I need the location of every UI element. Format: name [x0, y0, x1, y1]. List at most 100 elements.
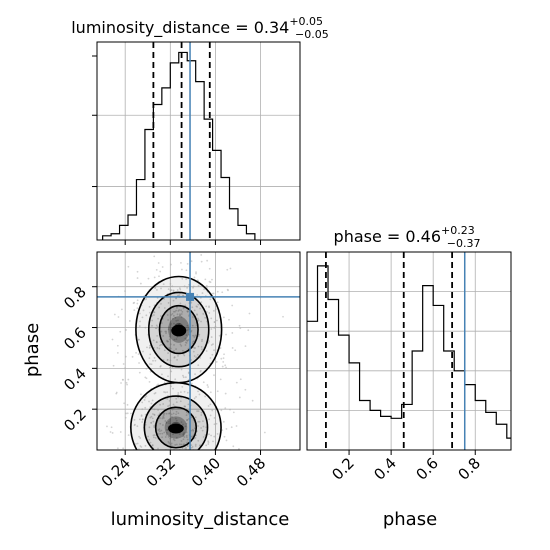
phase-xtick-label-3: 0.8 — [454, 454, 484, 484]
sample-point — [193, 355, 196, 357]
sample-point — [202, 381, 205, 384]
sample-point — [177, 310, 180, 312]
sample-point — [170, 413, 173, 416]
sample-point — [176, 450, 178, 452]
sample-point — [187, 403, 190, 406]
sample-point — [208, 433, 210, 436]
contour-1-2 — [154, 406, 198, 449]
sample-point — [158, 275, 160, 278]
sample-point — [122, 363, 125, 365]
sample-point — [216, 319, 218, 322]
ld-histogram — [102, 51, 256, 240]
phase-ytick-label-2: 0.6 — [60, 324, 90, 354]
sample-point — [199, 356, 202, 359]
x-axis-label-luminosity-distance: luminosity_distance — [111, 509, 290, 530]
sample-point — [239, 378, 242, 381]
sample-point — [166, 397, 169, 400]
sample-point — [174, 443, 177, 446]
sample-point — [122, 379, 124, 381]
sample-point — [145, 377, 148, 380]
sample-point — [191, 324, 194, 327]
sample-point — [193, 489, 195, 491]
sample-point — [200, 346, 203, 348]
sample-point — [216, 433, 219, 435]
sample-point — [163, 298, 166, 300]
sample-point — [197, 317, 199, 320]
sample-point — [196, 313, 199, 316]
sample-point — [186, 468, 188, 470]
sample-point — [197, 303, 200, 306]
sample-point — [198, 393, 201, 396]
sample-point — [210, 317, 213, 320]
sample-point — [214, 308, 217, 311]
contour-0-2 — [158, 304, 199, 355]
sample-point — [200, 414, 203, 416]
sample-point — [169, 289, 172, 292]
phase-xtick-label-2: 0.6 — [412, 454, 442, 484]
sample-point — [181, 349, 184, 352]
sample-point — [112, 364, 115, 367]
sample-point — [201, 348, 203, 351]
sample-point — [182, 438, 185, 441]
sample-point — [141, 401, 144, 404]
sample-point — [185, 422, 188, 425]
sample-point — [186, 418, 189, 421]
sample-point — [168, 399, 171, 402]
sample-point — [117, 316, 120, 318]
sample-point — [136, 277, 139, 279]
sample-point — [152, 413, 154, 415]
sample-point — [197, 410, 200, 413]
sample-point — [183, 285, 186, 288]
sample-point — [213, 417, 216, 419]
sample-point — [208, 340, 210, 343]
sample-point — [178, 433, 181, 435]
sample-point — [239, 327, 242, 330]
sample-point — [172, 314, 175, 317]
sample-point — [159, 422, 162, 425]
sample-point — [238, 396, 241, 399]
sample-point — [156, 289, 158, 291]
sample-point — [158, 430, 161, 433]
sample-point — [143, 399, 146, 401]
sample-point — [192, 334, 195, 337]
sample-point — [161, 417, 164, 420]
sample-point — [148, 426, 151, 429]
sample-point — [200, 411, 203, 414]
sample-point — [154, 436, 157, 439]
sample-point — [160, 287, 162, 290]
sample-point — [220, 357, 223, 360]
sample-point — [193, 452, 195, 454]
sample-point — [185, 467, 187, 469]
sample-point — [247, 329, 250, 332]
sample-point — [168, 326, 170, 329]
sample-point — [154, 287, 157, 290]
sample-point — [223, 435, 226, 438]
sample-point — [159, 403, 162, 406]
sample-point — [199, 307, 202, 310]
sample-point — [175, 338, 178, 340]
sample-point — [120, 382, 122, 384]
sample-point — [169, 419, 172, 421]
sample-point — [185, 414, 188, 417]
sample-point — [151, 417, 154, 420]
sample-point — [155, 341, 158, 344]
sample-point — [135, 351, 138, 354]
luminosity-distance-title: luminosity_distance = 0.34+0.05 −0.05 — [71, 15, 329, 41]
sample-point — [196, 353, 199, 356]
sample-point — [138, 418, 141, 421]
sample-point — [202, 436, 205, 438]
sample-point — [202, 420, 204, 423]
sample-point — [149, 363, 151, 365]
sample-point — [177, 392, 180, 394]
truth-marker — [186, 292, 195, 301]
sample-point — [218, 334, 221, 337]
sample-point — [171, 285, 174, 288]
sample-point — [138, 338, 140, 341]
sample-point — [231, 304, 234, 307]
sample-point — [180, 440, 183, 442]
sample-point — [186, 262, 189, 265]
sample-point — [204, 316, 207, 319]
sample-point — [145, 367, 148, 370]
density-level-1-1 — [144, 396, 208, 450]
sample-point — [148, 311, 151, 314]
